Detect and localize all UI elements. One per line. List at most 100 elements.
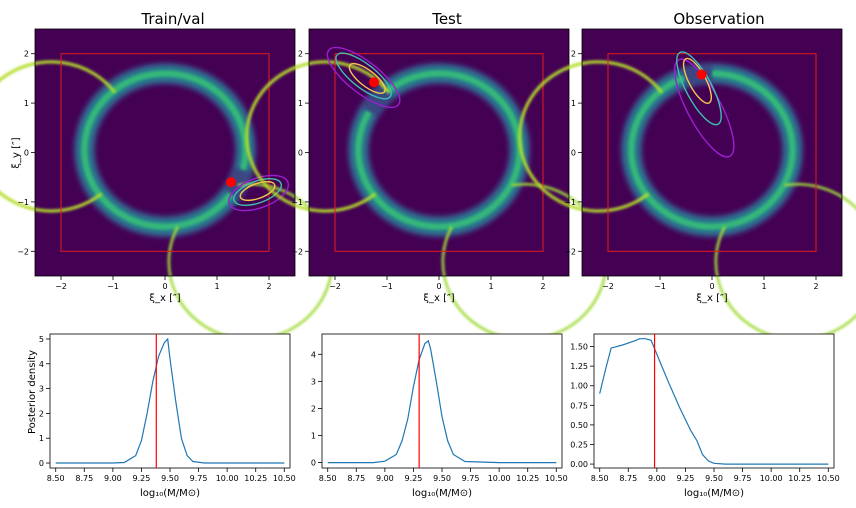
true-position-marker <box>226 177 237 188</box>
y-tick-label: 1.50 <box>570 343 588 352</box>
x-tick-label: 0 <box>436 282 441 291</box>
x-tick-label: −1 <box>654 282 666 291</box>
y-tick-label: 1.25 <box>570 362 588 371</box>
y-tick-label: 0.25 <box>570 440 588 449</box>
x-tick-label: 9.00 <box>648 474 666 483</box>
y-tick-label: −1 <box>17 198 29 207</box>
y-tick-label: −1 <box>564 198 576 207</box>
y-tick-label: 0 <box>571 149 576 158</box>
image-panel-train-val: Train/val −2 −2 −1 −1 0 0 1 1 2 2 ξ_x [″] <box>0 10 334 341</box>
contour-group <box>673 51 735 158</box>
x-tick-label: −2 <box>602 282 614 291</box>
image-xlabel: ξ_x [″] <box>149 293 180 304</box>
ring-arc-mid <box>355 70 523 230</box>
y-tick-label: 0.75 <box>570 401 588 410</box>
x-tick-label: 10.50 <box>273 474 296 483</box>
x-tick-label: 9.00 <box>104 474 122 483</box>
posterior-density-line <box>599 338 829 465</box>
y-tick-label: −2 <box>564 247 576 256</box>
panel-title: Observation <box>673 10 764 28</box>
y-tick-label: 2 <box>298 50 303 59</box>
x-tick-label: 8.50 <box>47 474 65 483</box>
posterior-contour <box>228 174 290 212</box>
x-tick-label: 0 <box>709 282 714 291</box>
y-tick-label: 4 <box>311 350 316 359</box>
posterior-contour <box>326 46 401 109</box>
posterior-plot-observation: 8.50 8.75 9.00 9.25 9.50 9.75 10.00 10.25 10.50 0… <box>570 333 840 499</box>
posterior-density-line <box>55 337 285 464</box>
x-tick-label: 1 <box>214 282 219 291</box>
x-tick-label: 2 <box>813 282 818 291</box>
contour-group <box>228 174 290 212</box>
x-tick-label: 1 <box>761 282 766 291</box>
x-tick-label: 9.50 <box>161 474 179 483</box>
y-tick-label: 2 <box>24 50 29 59</box>
x-tick-label: 9.25 <box>133 474 151 483</box>
posterior-ylabel: Posterior density <box>27 350 38 434</box>
y-tick-label: 1 <box>571 99 576 108</box>
posterior-contour <box>676 51 722 126</box>
x-tick-label: −1 <box>381 282 393 291</box>
x-tick-label: 10.25 <box>516 474 539 483</box>
x-tick-label: 10.50 <box>545 474 568 483</box>
y-tick-label: 0 <box>39 459 44 468</box>
y-tick-label: 0 <box>298 149 303 158</box>
y-tick-label: 1 <box>311 432 316 441</box>
panel-title: Train/val <box>140 10 204 28</box>
y-tick-label: 4 <box>39 360 44 369</box>
x-tick-label: 9.25 <box>405 474 423 483</box>
posterior-contour <box>233 178 283 207</box>
image-panel-observation: Observation −2 −2 −1 −1 0 0 1 1 2 2 ξ_x [″] <box>518 10 856 341</box>
y-tick-label: 1 <box>39 434 44 443</box>
x-tick-label: 10.25 <box>788 474 811 483</box>
x-tick-label: 9.75 <box>734 474 752 483</box>
posterior-contour <box>348 62 386 94</box>
image-xlabel: ξ_x [″] <box>696 293 727 304</box>
x-tick-label: 2 <box>540 282 545 291</box>
x-tick-label: 9.50 <box>433 474 451 483</box>
y-tick-label: −2 <box>291 247 303 256</box>
y-tick-label: 1 <box>298 99 303 108</box>
y-tick-label: 5 <box>39 335 44 344</box>
image-ylabel: ξ_y [″] <box>11 137 22 168</box>
y-tick-label: 2 <box>571 50 576 59</box>
posterior-density-line <box>327 339 557 464</box>
ring-arc-bright <box>714 183 856 341</box>
image-panel-test: Test −2 −2 −1 −1 0 0 1 1 2 2 ξ_x [″] <box>245 10 608 341</box>
x-tick-label: 2 <box>266 282 271 291</box>
y-tick-label: 0 <box>24 149 29 158</box>
posterior-contour <box>335 52 392 100</box>
ring-arc-mid <box>628 70 796 230</box>
x-tick-label: 1 <box>488 282 493 291</box>
y-tick-label: 0 <box>311 459 316 468</box>
y-tick-label: 1 <box>24 99 29 108</box>
x-tick-label: −2 <box>329 282 341 291</box>
contour-group <box>326 46 401 109</box>
y-tick-label: −1 <box>291 198 303 207</box>
posterior-xlabel: log₁₀(M/M⊙) <box>140 488 200 499</box>
x-tick-label: 8.50 <box>591 474 609 483</box>
y-tick-label: 0.50 <box>570 421 588 430</box>
x-tick-label: 10.00 <box>760 474 783 483</box>
x-tick-label: 10.00 <box>488 474 511 483</box>
red-box <box>607 53 817 252</box>
panel-title: Test <box>431 10 462 28</box>
posterior-contour <box>673 58 735 158</box>
y-tick-label: −2 <box>17 247 29 256</box>
ring-arc-bright <box>441 183 608 341</box>
true-position-marker <box>369 77 379 88</box>
x-tick-label: 9.25 <box>677 474 695 483</box>
true-position-marker <box>696 69 707 80</box>
x-tick-label: 8.50 <box>319 474 337 483</box>
red-box <box>334 53 544 252</box>
x-tick-label: 8.75 <box>619 474 637 483</box>
posterior-plot-test: 8.50 8.75 9.00 9.25 9.50 9.75 10.00 10.25 10.50 0… <box>311 333 568 499</box>
posterior-xlabel: log₁₀(M/M⊙) <box>684 488 744 499</box>
x-tick-label: −2 <box>55 282 67 291</box>
axes-frame <box>321 333 563 469</box>
x-tick-label: 0 <box>162 282 167 291</box>
x-tick-label: −1 <box>107 282 119 291</box>
y-tick-label: 2 <box>39 409 44 418</box>
y-tick-label: 3 <box>311 377 316 386</box>
